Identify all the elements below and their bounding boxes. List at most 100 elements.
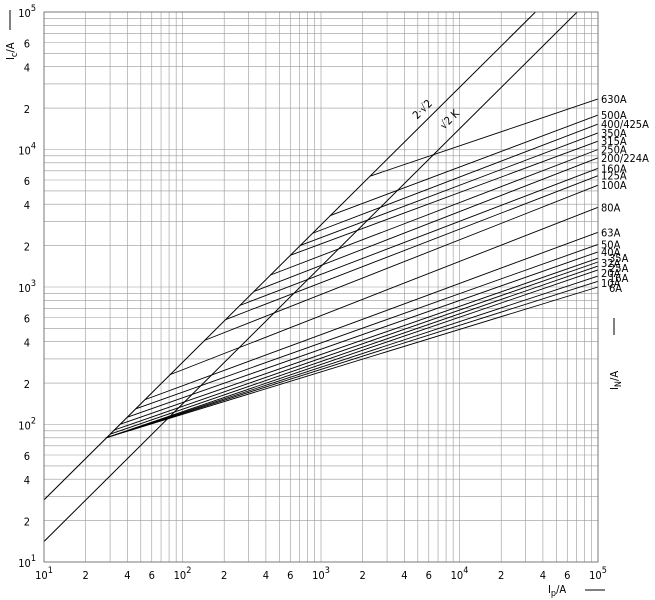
tick-label: 105 [589,566,607,582]
legend-label: 35A [609,252,629,265]
tick-label: 101 [35,566,53,582]
tick-label-exp: 1 [48,566,53,576]
tick-label-base: 10 [312,569,325,582]
legend-label: 25A [609,262,629,275]
plot-frame [43,11,599,563]
tick-label-base: 4 [401,569,407,582]
fuse-line [204,184,599,341]
tick-label-base: 2 [360,569,366,582]
tick-label-exp: 2 [31,417,36,427]
legend-label: 6A [609,282,622,295]
tick-label: 103 [312,566,330,582]
tick-label-base: 2 [24,241,30,254]
legend-label: 50A [601,238,621,251]
tick-label-base: 2 [221,569,227,582]
fuse-line [105,286,599,439]
fuse-line [105,275,599,439]
tick-label: 6 [24,450,30,463]
tick-label-base: 4 [24,337,30,350]
fuse-line [225,175,599,320]
tick-label-exp: 3 [325,566,330,576]
axis-label: Ic/A [4,42,20,60]
legend-label: 32A [601,257,621,270]
tick-label: 6 [24,38,30,51]
tick-label: 6 [149,569,155,582]
tick-label-exp: 3 [31,279,36,289]
legend-label: 250A [601,144,627,157]
fuse-line [127,251,599,418]
axis-label-unit: /A [4,42,17,52]
legend-label: 40A [601,246,621,259]
fuse-line [145,231,599,400]
diagonal-label: 2·√2 [410,97,435,122]
tick-label-base: 2 [24,516,30,529]
tick-label-base: 4 [540,569,546,582]
tick-label-base: 10 [174,569,187,582]
tick-label: 2 [221,569,227,582]
tick-label-base: 6 [426,569,432,582]
tick-label-exp: 4 [463,566,468,576]
legend-label: 160A [601,162,627,175]
fuse-line [135,244,599,410]
legend-label: 350A [601,127,627,140]
axis-label: Ip/A [548,583,566,599]
tick-label-base: 4 [24,474,30,487]
tick-label: 2 [24,378,30,391]
tick-label: 2 [24,241,30,254]
tick-label: 2 [24,516,30,529]
tick-label-base: 10 [18,282,31,295]
tick-label: 4 [540,569,546,582]
tick-label-base: 10 [18,7,31,20]
fuse-line [119,257,599,425]
tick-label: 2 [83,569,89,582]
axis-label-sub: N [614,381,624,387]
tick-label-base: 6 [287,569,293,582]
axis-label-sub: c [10,53,20,57]
tick-label: 4 [24,337,30,350]
legend-label: 400/425A [601,118,649,131]
fuse-line [254,157,599,292]
legend-label: 500A [601,109,627,122]
tick-label-base: 10 [18,557,31,570]
tick-label-base: 10 [589,569,602,582]
tick-label-exp: 5 [602,566,607,576]
tick-label: 102 [174,566,192,582]
tick-label-exp: 2 [186,566,191,576]
tick-label: 104 [451,566,469,582]
tick-label: 6 [287,569,293,582]
tick-label-base: 6 [149,569,155,582]
tick-label-exp: 4 [31,142,36,152]
tick-label: 4 [124,569,130,582]
tick-label-base: 2 [83,569,89,582]
fuse-line [369,98,599,177]
legend-label: 80A [601,201,621,214]
tick-label: 6 [24,313,30,326]
axis-label-sub: p [551,589,556,599]
tick-label-base: 10 [18,420,31,433]
tick-label: 105 [18,4,36,20]
tick-label: 4 [401,569,407,582]
legend-label: 125A [601,170,627,183]
legend-label: 315A [601,135,627,148]
tick-label-exp: 5 [31,4,36,14]
axis-label-main: I [4,57,17,60]
tick-label: 2 [24,103,30,116]
diagonal-line [44,12,536,501]
axis-label-main: I [608,387,621,390]
tick-label-base: 10 [35,569,48,582]
diagonal-line [44,12,578,542]
fuse-line [299,132,599,247]
tick-label-base: 10 [18,145,31,158]
tick-label-exp: 1 [31,554,36,564]
tick-label-base: 6 [24,450,30,463]
tick-label: 4 [24,474,30,487]
tick-label: 2 [360,569,366,582]
fuse-line [105,280,599,439]
fuse-line [239,167,599,306]
fuse-line [290,140,599,256]
fuse-line [312,123,599,234]
tick-label-base: 4 [24,199,30,212]
tick-label-base: 4 [124,569,130,582]
tick-label: 102 [18,417,36,433]
